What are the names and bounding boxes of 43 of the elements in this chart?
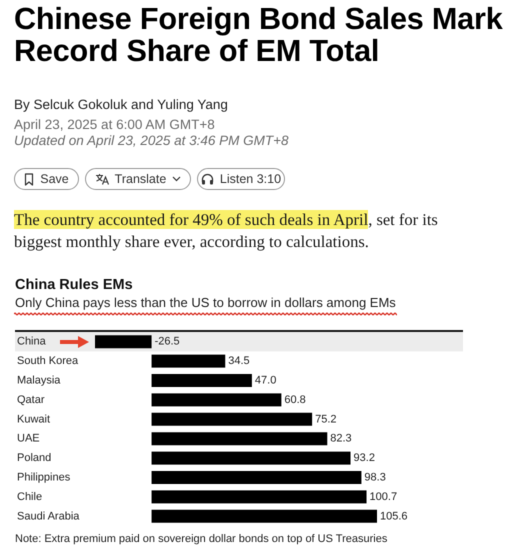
y-tick-label: Malaysia	[17, 374, 62, 386]
y-tick-label: Qatar	[17, 394, 45, 406]
data-label: 100.7	[370, 490, 398, 503]
bar	[152, 510, 377, 523]
y-tick-label: Saudi Arabia	[17, 510, 80, 522]
y-tick-label: South Korea	[17, 355, 80, 368]
bar	[152, 452, 351, 465]
bar	[152, 412, 312, 426]
data-label: 75.2	[315, 413, 337, 426]
text: , set for its	[368, 210, 438, 229]
data-label: 105.6	[380, 510, 408, 522]
bar	[152, 432, 328, 446]
data-label: 60.8	[284, 394, 306, 406]
text: April 23, 2025 at 6:00 AM GMT+8	[14, 117, 215, 133]
listen-button: Listen 3:10	[197, 168, 285, 190]
bar	[152, 471, 362, 484]
bar	[152, 354, 226, 368]
data-label: 82.3	[330, 432, 352, 445]
chart-title: China Rules EMs	[15, 276, 133, 294]
y-tick-label: Kuwait	[17, 413, 50, 426]
text: The country accounted for 49% of such deals in April	[14, 210, 368, 229]
bar	[152, 490, 367, 504]
y-tick-label: Poland	[17, 452, 52, 464]
data-label: 98.3	[364, 472, 386, 484]
y-tick-label: Chile	[17, 490, 42, 503]
y-tick-label: Philippines	[17, 472, 71, 484]
chart-subtitle: Only China pays less than the US to borrow in dollars among EMs	[15, 295, 396, 310]
translate-button: Translate	[85, 168, 191, 190]
text: Chinese Foreign Bond Sales Mark Record Share of EM Total	[14, 2, 504, 68]
data-label: 93.2	[354, 452, 375, 464]
text: biggest monthly share ever, according to calculations.	[14, 231, 369, 253]
text: Updated on April 23, 2025 at 3:46 PM GMT+8	[14, 133, 289, 149]
text: By Selcuk Gokoluk and Yuling Yang	[14, 97, 228, 113]
data-label: -26.5	[154, 336, 180, 348]
data-label: 47.0	[254, 374, 276, 386]
data-label: 34.5	[228, 355, 250, 368]
bar	[152, 393, 282, 406]
bar	[152, 374, 252, 387]
save-button: Save	[14, 168, 79, 190]
y-tick-label: UAE	[17, 432, 40, 445]
bar	[95, 335, 152, 348]
y-tick-label: China	[17, 336, 47, 348]
text: Note: Extra premium paid on sovereign dollar bonds on top of US Treasuries	[15, 533, 388, 546]
